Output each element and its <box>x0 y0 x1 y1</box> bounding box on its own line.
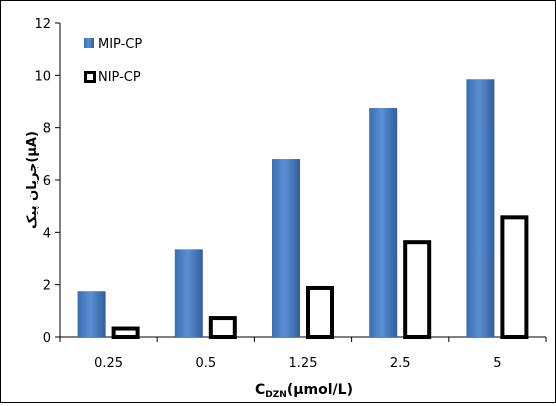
legend: MIP-CP NIP-CP <box>84 37 142 85</box>
legend-label-mip-cp: MIP-CP <box>98 37 142 52</box>
x-tick-label: 5 <box>493 356 501 371</box>
bar-mip-cp <box>272 159 300 337</box>
y-tick-label: 4 <box>43 226 51 241</box>
bar-nip-cp <box>306 285 334 340</box>
legend-swatch-nip-cp <box>84 71 96 83</box>
bar-mip-cp <box>466 79 495 337</box>
y-tick-label: 10 <box>34 69 51 84</box>
x-tick-label: 0.25 <box>94 356 123 371</box>
legend-swatch-mip-cp <box>84 38 94 48</box>
bar-nip-cp <box>403 240 432 339</box>
y-tick-label: 6 <box>43 174 51 189</box>
bar-mip-cp <box>174 249 203 337</box>
y-axis-label: جریان پیک(µA) <box>25 131 40 229</box>
x-axis-label-unit: (µmol/L) <box>287 382 353 398</box>
plot-area: 0 2 4 6 8 10 12 0.25 0.5 1.25 2.5 5 <box>34 17 547 371</box>
x-axis-label-subscript: DZN <box>265 390 287 400</box>
y-tick-label: 2 <box>43 279 51 294</box>
y-tick-label: 0 <box>43 331 51 346</box>
bar-nip-cp <box>208 316 237 340</box>
bar-nip-cp <box>500 215 529 339</box>
x-axis-label: CDZN(µmol/L) <box>255 382 353 400</box>
y-tick-label: 8 <box>43 122 51 137</box>
bar-mip-cp <box>77 291 106 337</box>
bar-nip-cp <box>111 326 140 339</box>
x-tick-label: 1.25 <box>289 356 318 371</box>
x-axis-label-main: C <box>255 382 265 398</box>
x-tick-label: 0.5 <box>195 356 216 371</box>
legend-label-nip-cp: NIP-CP <box>98 70 141 85</box>
x-tick-label: 2.5 <box>390 356 411 371</box>
bar-mip-cp <box>369 108 398 338</box>
y-tick-label: 12 <box>34 17 51 32</box>
